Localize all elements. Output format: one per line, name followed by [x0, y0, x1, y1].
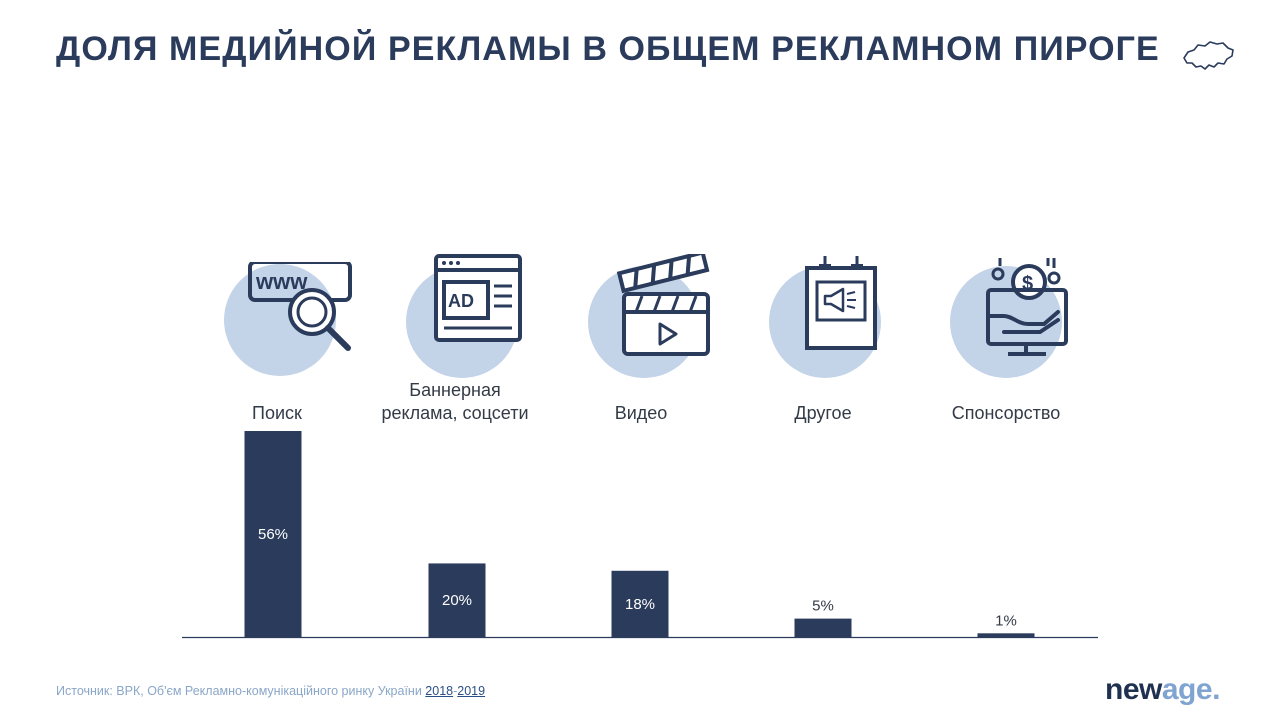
bar-value-label-2: 18%	[625, 596, 655, 613]
bar-value-label-4: 1%	[995, 612, 1017, 629]
newage-logo: newage.	[1105, 673, 1220, 707]
logo-dot: .	[1212, 673, 1220, 706]
category-label-video: Видео	[614, 403, 668, 423]
logo-part-age: age	[1161, 673, 1213, 706]
bar-3	[794, 618, 852, 637]
bar-0	[244, 431, 302, 637]
category-label-sponsorship: Спонсорство	[951, 403, 1061, 423]
bar-value-label-0: 56%	[258, 526, 288, 543]
svg-text:$: $	[1022, 273, 1033, 295]
sponsorship-hand-dollar-icon: $	[948, 254, 1068, 378]
category-label-other: Другое	[794, 403, 852, 423]
ukraine-map-icon	[1183, 41, 1234, 70]
svg-text:AD: AD	[448, 291, 474, 311]
www-search-icon: www	[222, 260, 352, 382]
bar-value-label-1: 20%	[442, 592, 472, 609]
source-separator: -	[453, 684, 458, 698]
bar-1	[428, 563, 486, 637]
bar-value-label-3: 5%	[812, 598, 834, 615]
source-link-2019[interactable]: 2019	[457, 684, 486, 698]
category-label-banner: Баннерная реклама, соцсети	[381, 380, 529, 423]
poster-megaphone-icon	[767, 254, 887, 378]
video-clapper-icon	[586, 250, 710, 378]
logo-part-new: new	[1105, 673, 1162, 706]
svg-text:www: www	[255, 269, 308, 294]
source-note: Источник: ВРК, Об'єм Рекламно-комунікаці…	[56, 684, 485, 698]
source-link-2018[interactable]: 2018	[425, 684, 454, 698]
category-label-search: Поиск	[252, 403, 302, 423]
bar-2	[611, 570, 669, 637]
ad-banner-icon: AD	[404, 254, 524, 378]
source-text: Источник: ВРК, Об'єм Рекламно-комунікаці…	[56, 684, 426, 698]
page-title: ДОЛЯ МЕДИЙНОЙ РЕКЛАМЫ В ОБЩЕМ РЕКЛАМНОМ …	[56, 30, 1160, 68]
bar-4	[977, 633, 1035, 637]
